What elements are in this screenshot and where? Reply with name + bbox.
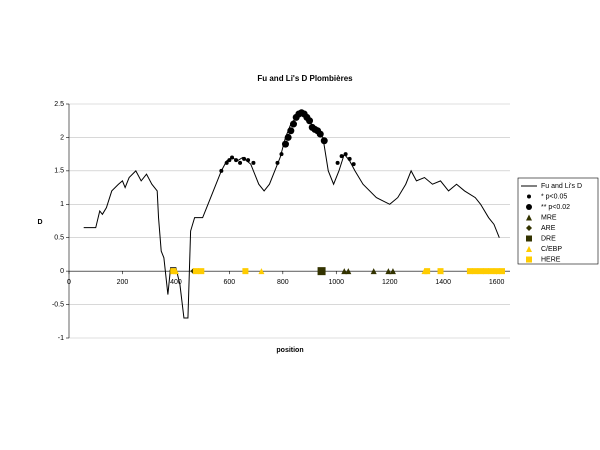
y-tick-label: 1.5: [54, 168, 64, 175]
point: [316, 130, 324, 138]
point: [306, 117, 314, 125]
x-tick-label: 1600: [489, 279, 505, 286]
point: [370, 268, 377, 275]
point: [498, 268, 505, 275]
legend-swatch: [527, 194, 531, 199]
y-tick-label: 2.5: [54, 101, 64, 108]
point: [482, 268, 489, 275]
x-tick-label: 800: [277, 279, 289, 286]
point: [385, 268, 392, 275]
point: [251, 160, 256, 165]
legend-swatch: [526, 225, 532, 231]
x-axis-title: position: [276, 347, 303, 354]
point: [234, 158, 239, 163]
point: [238, 160, 243, 165]
legend-label: Fu and Li's D: [541, 183, 582, 190]
point: [242, 268, 249, 275]
y-axis-title: D: [37, 219, 42, 226]
point: [339, 154, 344, 159]
y-tick-label: 0.5: [54, 235, 64, 242]
point: [477, 268, 484, 275]
y-tick-label: -1: [58, 335, 64, 342]
legend-label: MRE: [541, 214, 557, 221]
legend-swatch: [526, 256, 532, 263]
x-tick-label: 0: [67, 279, 71, 286]
point: [493, 268, 500, 275]
point: [343, 152, 348, 157]
x-tick-label: 400: [170, 279, 182, 286]
point: [466, 268, 473, 275]
point: [351, 162, 356, 167]
y-tick-label: -0.5: [52, 301, 64, 308]
point: [224, 160, 229, 165]
point: [320, 137, 328, 145]
point: [219, 168, 224, 173]
point: [258, 268, 265, 275]
legend-label: C/EBP: [541, 246, 562, 253]
legend-swatch: [526, 235, 532, 242]
point: [317, 267, 326, 276]
legend-swatch: [526, 204, 532, 210]
point: [424, 268, 431, 275]
legend-label: * p<0.05: [541, 193, 567, 200]
legend-label: HERE: [541, 256, 561, 263]
point: [275, 160, 280, 165]
point: [284, 133, 292, 141]
point: [335, 160, 340, 165]
legend-swatch: [526, 246, 532, 252]
chart-title: Fu and Li's D Plombières: [257, 74, 353, 83]
point: [389, 268, 396, 275]
legend-label: ARE: [541, 225, 556, 232]
point: [290, 120, 298, 128]
point: [472, 268, 479, 275]
y-tick-label: 0: [60, 268, 64, 275]
point: [192, 268, 199, 275]
x-tick-label: 200: [117, 279, 129, 286]
point: [279, 152, 284, 157]
point: [287, 127, 295, 135]
y-tick-label: 1: [60, 201, 64, 208]
point: [437, 268, 444, 275]
legend-box: [517, 177, 599, 265]
point: [242, 156, 247, 161]
point: [281, 140, 289, 148]
x-tick-label: 1000: [328, 279, 344, 286]
data-line: [83, 113, 500, 319]
point: [345, 268, 352, 275]
point: [227, 158, 232, 163]
legend-label: ** p<0.02: [541, 204, 570, 211]
x-tick-label: 600: [224, 279, 236, 286]
point: [341, 268, 348, 275]
y-tick-label: 2: [60, 134, 64, 141]
point: [347, 156, 352, 161]
point: [198, 268, 205, 275]
legend-swatch: [526, 214, 532, 221]
point: [230, 155, 235, 160]
x-tick-label: 1200: [382, 279, 398, 286]
point: [170, 268, 177, 275]
point: [488, 268, 495, 275]
legend-label: DRE: [541, 235, 556, 242]
x-tick-label: 1400: [435, 279, 451, 286]
point: [246, 158, 251, 163]
